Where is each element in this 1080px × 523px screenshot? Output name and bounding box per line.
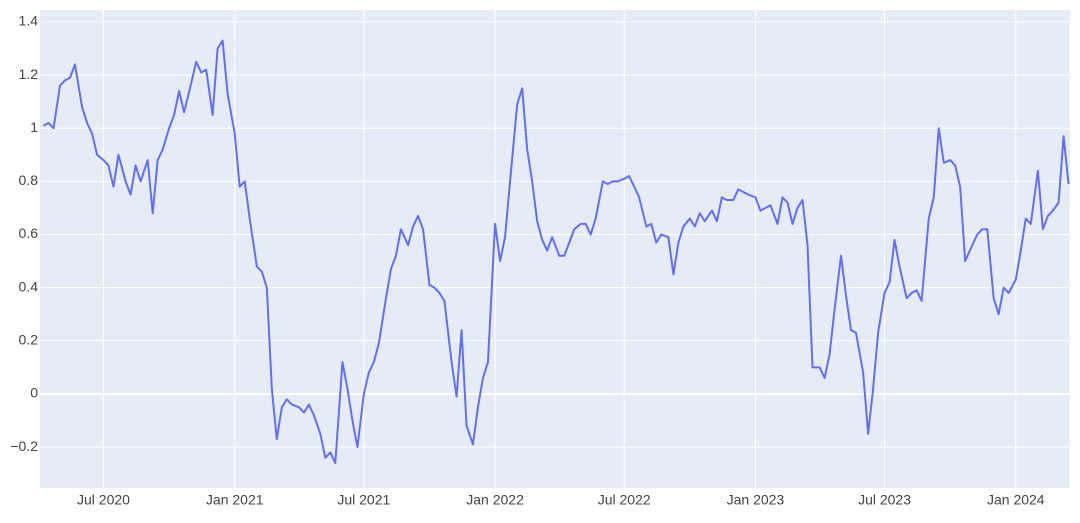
y-tick-label: 1 <box>30 119 38 135</box>
y-tick-label: 0.8 <box>19 172 39 188</box>
x-tick-label: Jul 2022 <box>598 492 651 508</box>
y-tick-label: 0.6 <box>19 225 39 241</box>
x-tick-label: Jan 2024 <box>987 492 1045 508</box>
y-tick-label: −0.2 <box>10 438 38 454</box>
x-tick-label: Jul 2020 <box>77 492 130 508</box>
x-tick-label: Jan 2021 <box>206 492 264 508</box>
y-tick-label: 1.2 <box>19 66 39 82</box>
x-tick-label: Jan 2022 <box>466 492 524 508</box>
plot-background <box>40 10 1070 488</box>
y-tick-label: 0.4 <box>19 278 39 294</box>
data-line <box>43 39 1070 465</box>
x-tick-label: Jul 2021 <box>337 492 390 508</box>
x-tick-label: Jan 2023 <box>727 492 785 508</box>
x-tick-label: Jul 2023 <box>858 492 911 508</box>
y-tick-label: 1.4 <box>19 13 39 29</box>
y-tick-label: 0.2 <box>19 332 39 348</box>
y-tick-label: 0 <box>30 385 38 401</box>
